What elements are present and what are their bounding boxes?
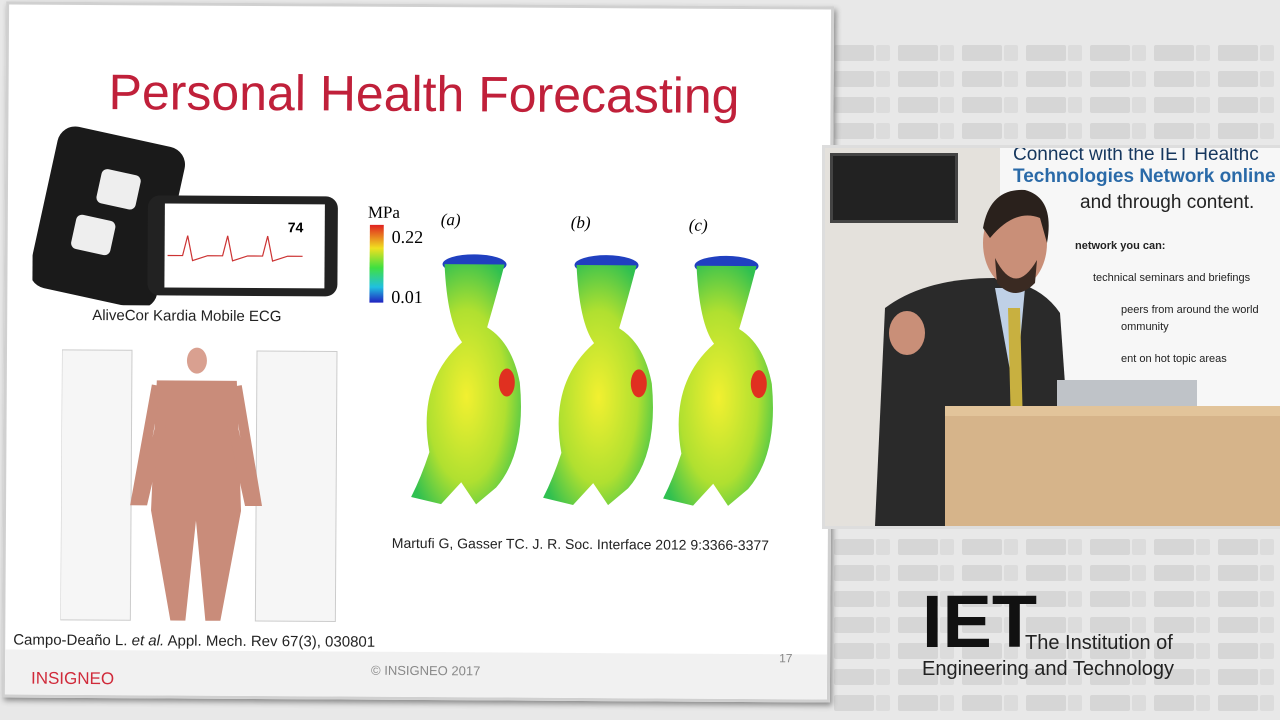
colorbar bbox=[369, 224, 384, 303]
slide: Personal Health Forecasting 74 AliveCor … bbox=[1, 1, 835, 703]
banner-text: ommunity bbox=[1121, 321, 1169, 333]
device-caption: AliveCor Kardia Mobile ECG bbox=[92, 307, 282, 326]
page-number: 17 bbox=[779, 651, 793, 666]
aorta-citation: Martufi G, Gasser TC. J. R. Soc. Interfa… bbox=[391, 534, 770, 554]
citation-text: Campo-Deaño L. bbox=[13, 631, 132, 650]
aorta-models bbox=[411, 254, 774, 507]
iet-logo-mark: IET bbox=[922, 585, 1037, 653]
banner-text: network you can: bbox=[1075, 240, 1166, 252]
slide-title: Personal Health Forecasting bbox=[108, 64, 740, 124]
iet-logo: IET bbox=[922, 585, 1037, 653]
colorbar-unit: MPa bbox=[367, 202, 401, 222]
banner-text: ent on hot topic areas bbox=[1121, 353, 1227, 365]
body-figure bbox=[60, 347, 338, 623]
speaker-video: Connect with the IET Healthc Technologie… bbox=[822, 145, 1280, 529]
panel-label: (b) bbox=[570, 212, 591, 233]
brand-line: Engineering and Technology bbox=[922, 658, 1175, 680]
brand-line: The Institution of bbox=[1025, 632, 1173, 654]
panel-label: (a) bbox=[440, 210, 461, 230]
banner-text: technical seminars and briefings bbox=[1093, 272, 1251, 284]
banner-text: Technologies Network online bbox=[1013, 166, 1276, 187]
phone-reading: 74 bbox=[288, 219, 304, 235]
insigneo-logo: INSIGNEO bbox=[30, 668, 115, 689]
monitor bbox=[830, 153, 958, 223]
phone-image: 74 bbox=[32, 126, 338, 307]
speaker bbox=[875, 189, 1280, 526]
panel-label: (c) bbox=[688, 215, 708, 235]
citation-text: Appl. Mech. Rev 67(3), 030801 bbox=[164, 632, 376, 651]
banner-text: and through content. bbox=[1080, 192, 1255, 213]
banner-text: Connect with the IET Healthc bbox=[1013, 145, 1259, 165]
citation-italic: et al. bbox=[131, 632, 165, 650]
copyright: © INSIGNEO 2017 bbox=[371, 662, 481, 679]
banner-text: peers from around the world bbox=[1121, 304, 1259, 316]
citation: Campo-Deaño L. et al. Appl. Mech. Rev 67… bbox=[13, 632, 375, 651]
